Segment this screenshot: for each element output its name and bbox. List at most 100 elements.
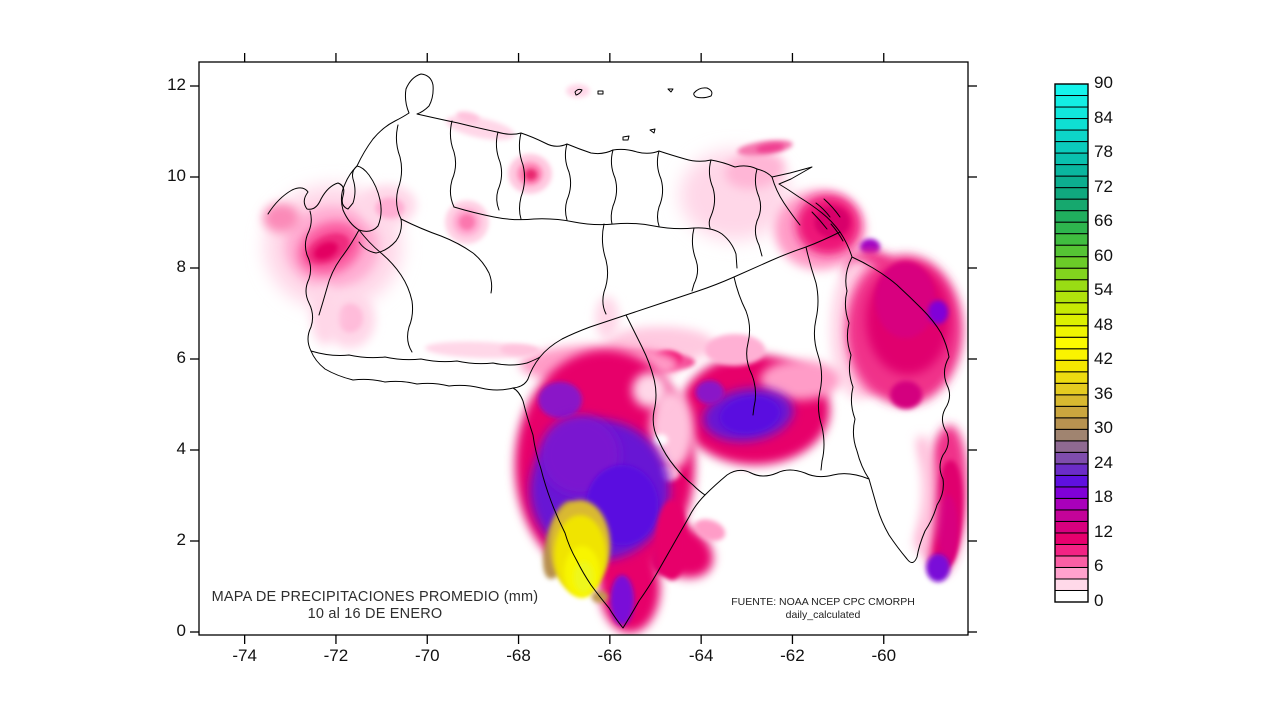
paragua-line [805, 246, 825, 471]
precip-blob-coast-streak-w2 [456, 111, 480, 123]
precip-blob-east-dark-sub [890, 380, 923, 410]
x-tick-label: -68 [506, 646, 531, 665]
colorbar [1054, 83, 1089, 603]
source-line1: FUENTE: NOAA NCEP CPC CMORPH [731, 596, 915, 608]
precip-blob-east-edge-magenta [655, 500, 688, 581]
x-tick-label: -62 [780, 646, 805, 665]
state-stub-5 [708, 159, 716, 229]
colorbar-segment [1054, 428, 1089, 442]
south-border [512, 387, 870, 629]
coastline [267, 73, 950, 358]
colorbar-segment [1054, 394, 1089, 407]
colorbar-segment [1054, 106, 1089, 120]
y-tick-label: 2 [176, 530, 186, 549]
colorbar-segment [1054, 474, 1089, 488]
colorbar-tick-label: 60 [1094, 245, 1113, 265]
colorbar-tick-label: 6 [1094, 556, 1104, 576]
colorbar-tick-label: 72 [1094, 176, 1113, 196]
colorbar-tick-label: 36 [1094, 383, 1113, 403]
precip-blob-border-strip [310, 284, 340, 345]
precip-blob-yellow-max [573, 561, 594, 593]
x-tick-label: -60 [871, 646, 897, 665]
source-block: FUENTE: NOAA NCEP CPC CMORPH daily_calcu… [723, 596, 923, 621]
colorbar-segment [1054, 152, 1089, 166]
colorbar-tick-label: 90 [1094, 73, 1113, 92]
colorbar-segment [1054, 118, 1089, 131]
colorbar-segment [1054, 463, 1089, 476]
state-stub-2 [564, 143, 572, 221]
colorbar-segment [1054, 198, 1089, 212]
east-boundary [844, 256, 951, 563]
yaracuy-line [449, 120, 457, 208]
precip-blob-bolivar-n-pink [704, 333, 766, 366]
andes-line-1 [318, 229, 360, 316]
precip-blob-protrusion-tip [694, 519, 726, 541]
map-title-line1: MAPA DE PRECIPITACIONES PROMEDIO (mm) [211, 589, 539, 605]
colorbar-segment [1054, 440, 1089, 453]
y-tick-label: 4 [176, 439, 186, 458]
precip-blob-west-wedge2 [499, 343, 540, 356]
colorbar-tick-label: 0 [1094, 591, 1104, 610]
country-borders [267, 73, 951, 629]
x-tick-label: -72 [323, 646, 349, 665]
colorbar-segment [1054, 417, 1089, 430]
miranda-line [518, 132, 526, 220]
colorbar-segment [1054, 405, 1089, 419]
colorbar-segment [1054, 210, 1089, 223]
colorbar-segment [1054, 302, 1089, 315]
colorbar-tick-label: 18 [1094, 487, 1113, 507]
andes-line-2 [358, 229, 414, 353]
llanos-line [453, 206, 738, 269]
precip-blob-cojedes-ring3 [458, 213, 476, 231]
y-tick-label: 0 [176, 621, 186, 640]
guarico-line [601, 223, 609, 315]
monagas-line [754, 168, 763, 257]
colorbar-segment [1054, 279, 1089, 292]
colorbar-tick-label: 78 [1094, 142, 1113, 162]
colorbar-segment [1054, 497, 1089, 511]
colorbar-segment [1054, 325, 1089, 338]
precip-blob-gap-pale [650, 389, 694, 471]
precip-blob-lobe-purple [926, 553, 950, 582]
axis-ticks [190, 53, 977, 644]
colorbar-segment [1054, 221, 1089, 235]
colorbar-segment [1054, 244, 1089, 258]
precip-blob-curacao-tint [566, 84, 590, 98]
colorbar-segment [1054, 129, 1089, 143]
precip-blob-east-purple [928, 300, 949, 324]
colorbar-segment [1054, 164, 1089, 177]
precip-blob-tongue-n [595, 296, 619, 340]
state-stub-3 [610, 149, 618, 225]
colorbar-segment [1054, 267, 1089, 281]
precip-blob-lobe-white [873, 434, 923, 546]
apure-line [310, 350, 541, 366]
precip-blob-falcon-arm-core [375, 197, 405, 219]
precip-blob-gap-white-hole [654, 434, 668, 446]
colorbar-segment [1054, 290, 1089, 304]
source-line2: daily_calculated [785, 608, 861, 621]
x-tick-label: -74 [232, 646, 257, 665]
precip-blob-lobe-deepest [938, 495, 959, 566]
y-tick-label: 6 [176, 348, 186, 367]
map-title-line2: 10 al 16 DE ENERO [307, 606, 443, 622]
colorbar-tick-label: 54 [1094, 280, 1113, 300]
colorbar-segment [1054, 83, 1089, 97]
west-border [304, 210, 514, 391]
lake-maracaibo [340, 165, 382, 232]
map-title-block: MAPA DE PRECIPITACIONES PROMEDIO (mm) 10… [205, 589, 545, 623]
colorbar-segment [1054, 371, 1089, 384]
colorbar-segment [1054, 256, 1089, 269]
colorbar-segment [1054, 175, 1089, 189]
precip-blob-sucre-mid [725, 151, 785, 189]
colorbar-tick-label: 12 [1094, 521, 1113, 541]
colorbar-segment [1054, 359, 1089, 373]
precip-blob-tip-purple [610, 575, 635, 626]
anzoategui-line [691, 227, 699, 292]
precip-blob-caracas-max [524, 168, 538, 181]
sucre-line [771, 176, 801, 226]
colorbar-segment [1054, 578, 1089, 591]
colorbar-segment [1054, 555, 1089, 568]
colorbar-segment [1054, 336, 1089, 350]
